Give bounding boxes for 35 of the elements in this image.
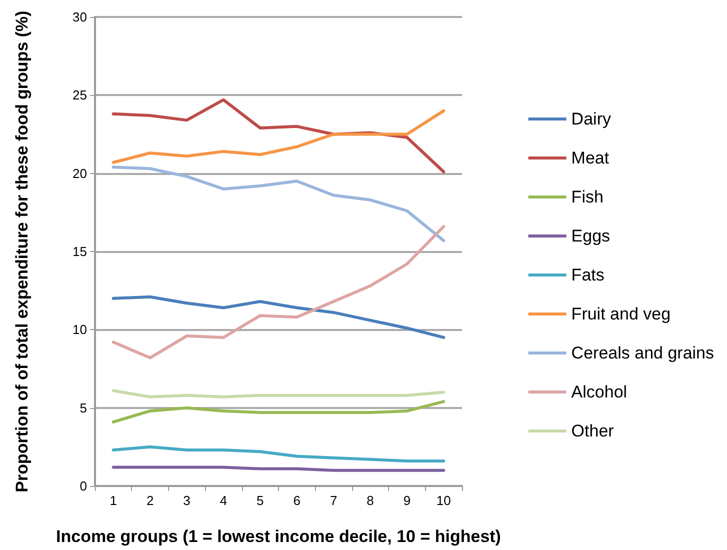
x-tick-label: 2 [146, 493, 154, 508]
y-tick-label: 15 [72, 244, 87, 259]
legend-label: Cereals and grains [571, 344, 714, 362]
legend-label: Fish [571, 188, 604, 206]
legend-label: Alcohol [571, 382, 628, 402]
legend-label: Meat [571, 148, 610, 168]
x-tick-label: 8 [366, 493, 374, 508]
x-axis-title: Income groups (1 = lowest income decile, 10 = highest) [56, 527, 501, 546]
line-series [112, 400, 446, 424]
y-tick-label: 20 [72, 166, 87, 181]
legend-label: Fats [571, 266, 604, 284]
x-tick-label: 1 [110, 493, 117, 508]
y-tick-label: 5 [80, 400, 87, 416]
line-series [112, 166, 446, 242]
line-series [112, 224, 446, 360]
x-tick-label: 3 [183, 493, 190, 508]
x-tick-label: 5 [256, 493, 264, 508]
y-tick-label: 25 [72, 88, 87, 103]
legend-label: Dairy [571, 110, 612, 128]
line-series [112, 445, 446, 462]
x-tick-label: 9 [403, 493, 411, 508]
y-tick-label: 0 [80, 478, 87, 494]
x-tick-label: 7 [330, 493, 338, 508]
x-tick-label: 4 [220, 493, 228, 508]
y-axis-title: Proportion of of total expenditure for these food groups (%) [12, 10, 32, 492]
legend-label: Eggs [571, 226, 610, 246]
y-tick-label: 30 [72, 10, 87, 24]
line-series [112, 389, 446, 398]
line-series [112, 109, 446, 164]
legend-label: Fruit and veg [571, 304, 671, 324]
y-tick-label: 10 [72, 322, 87, 338]
legend-label: Other [571, 422, 614, 440]
line-series [112, 295, 446, 339]
x-tick-label: 6 [293, 493, 300, 508]
x-tick-label: 10 [436, 493, 451, 508]
